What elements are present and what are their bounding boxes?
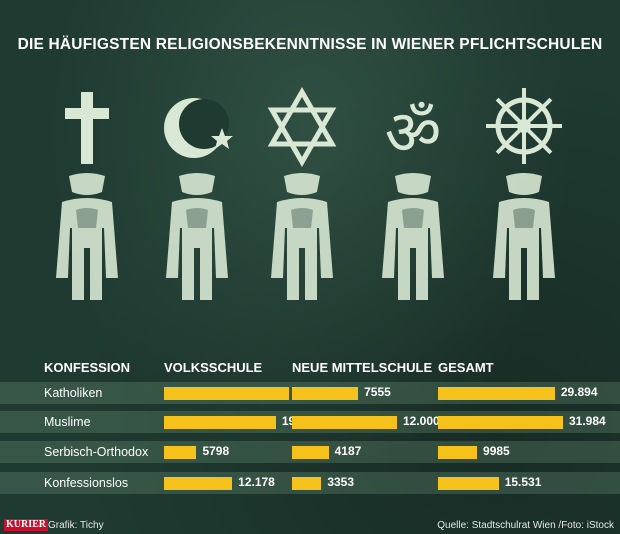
person-figure xyxy=(56,173,118,300)
bar xyxy=(164,416,276,429)
bar xyxy=(164,387,289,400)
row-label: Muslime xyxy=(44,415,91,429)
kurier-logo: KURIER xyxy=(4,519,49,531)
person-figure xyxy=(271,173,333,300)
bar xyxy=(438,387,555,400)
figure-3 xyxy=(247,78,357,348)
value-label: 9985 xyxy=(483,444,510,458)
footer: KURIER Grafik: Tichy Quelle: Stadtschulr… xyxy=(0,517,620,534)
star-of-david-icon xyxy=(267,86,337,168)
bar xyxy=(438,416,563,429)
value-label: 4187 xyxy=(334,444,362,458)
column-header-4: GESAMT xyxy=(438,360,494,375)
person-figure xyxy=(166,173,228,300)
row-label: Konfessionslos xyxy=(44,476,129,490)
bar xyxy=(292,387,359,400)
graphic-credit: Grafik: Tichy xyxy=(48,520,104,531)
value-label: 12.000 xyxy=(403,414,440,428)
religion-figures: ॐ xyxy=(0,78,620,348)
bar xyxy=(292,416,397,429)
svg-text:ॐ: ॐ xyxy=(385,96,442,169)
column-header-3: NEUE MITTELSCHULE xyxy=(292,360,433,375)
value-label: 7555 xyxy=(364,385,391,399)
value-label: 12.178 xyxy=(238,475,275,489)
bar xyxy=(292,477,322,490)
column-header-1: KONFESSION xyxy=(44,360,130,375)
om-icon: ॐ xyxy=(385,96,442,169)
bar xyxy=(438,477,499,490)
source-note: Quelle: Stadtschulrat Wien /Foto: iStock xyxy=(437,520,614,531)
crescent-star-icon xyxy=(164,98,233,158)
value-label: 5798 xyxy=(202,444,230,458)
chart-title: DIE HÄUFIGSTEN RELIGIONSBEKENNTNISSE IN … xyxy=(17,36,603,53)
row-label: Serbisch-Orthodox xyxy=(44,445,149,459)
row-label: Katholiken xyxy=(44,386,103,400)
value-label: 15.531 xyxy=(504,475,542,489)
figure-5 xyxy=(469,78,579,348)
person-figure xyxy=(382,173,444,300)
figure-1 xyxy=(32,78,142,348)
cross-icon xyxy=(65,92,109,164)
bar xyxy=(164,477,233,490)
value-label: 29.894 xyxy=(560,385,598,399)
person-figure xyxy=(493,173,555,300)
dharma-wheel-icon xyxy=(486,88,562,164)
value-label: 31.984 xyxy=(569,414,606,428)
figure-2 xyxy=(142,78,252,348)
bar xyxy=(292,446,329,459)
figure-4: ॐ xyxy=(358,78,468,348)
bar xyxy=(164,446,197,459)
value-label: 3353 xyxy=(327,475,355,489)
column-header-2: VOLKSSCHULE xyxy=(164,360,263,375)
bar xyxy=(438,446,478,459)
